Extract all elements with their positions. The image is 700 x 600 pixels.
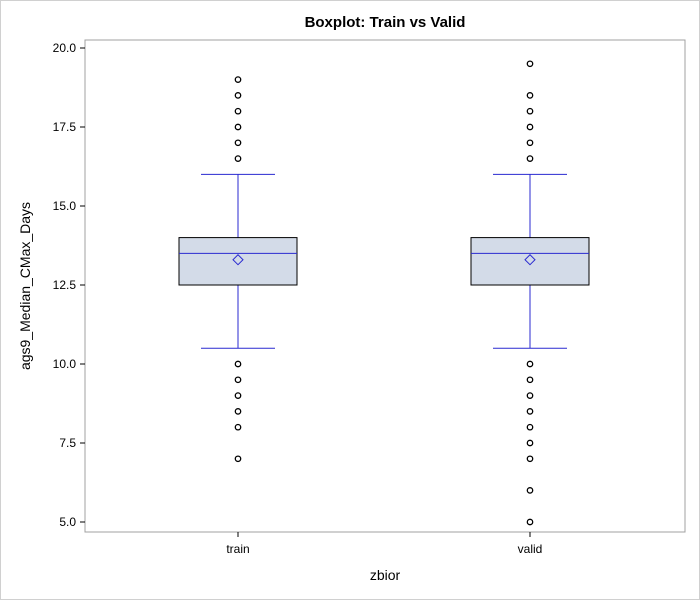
outlier-point [526, 408, 534, 415]
outlier-point [234, 155, 242, 162]
outlier-point [526, 487, 534, 494]
mean-marker [524, 254, 536, 266]
plot-area [84, 39, 686, 533]
y-tick-label: 17.5 [53, 120, 77, 134]
y-tick-label: 10.0 [53, 357, 77, 371]
x-axis-label: zbior [370, 567, 401, 583]
outlier-point [526, 439, 534, 447]
iqr-box [470, 237, 590, 286]
outlier-point [526, 360, 534, 368]
outlier-point [234, 392, 242, 399]
outlier-point [234, 455, 242, 463]
box-train [178, 76, 298, 463]
outlier-point [234, 107, 242, 115]
y-axis-label: ags9_Median_CMax_Days [17, 202, 33, 370]
outlier-point [526, 376, 534, 384]
y-tick-label: 12.5 [53, 278, 77, 292]
outlier-point [526, 123, 534, 131]
outlier-point [526, 107, 534, 115]
outlier-point [234, 139, 242, 147]
outlier-point [234, 408, 242, 415]
y-tick-label: 20.0 [53, 41, 77, 55]
iqr-box [178, 237, 298, 286]
y-axis: 5.0 7.5 10.0 12.5 15.0 17.5 20.0 [53, 41, 85, 529]
outlier-point [234, 360, 242, 368]
mean-marker [232, 254, 244, 266]
outlier-point [234, 376, 242, 384]
x-tick-label: train [226, 542, 249, 556]
y-tick-label: 7.5 [59, 436, 76, 450]
outlier-point [526, 455, 534, 463]
outlier-point [526, 139, 534, 147]
outlier-point [526, 155, 534, 162]
outlier-point [526, 423, 534, 431]
x-axis: train valid [226, 532, 542, 556]
y-tick-label: 15.0 [53, 199, 77, 213]
outlier-point [526, 60, 534, 68]
outlier-point [526, 92, 534, 99]
y-tick-label: 5.0 [59, 515, 76, 529]
chart-title: Boxplot: Train vs Valid [305, 14, 466, 31]
box-valid [470, 60, 590, 526]
x-tick-label: valid [518, 542, 543, 556]
outlier-point [526, 518, 534, 526]
outlier-point [234, 76, 242, 83]
outlier-point [526, 392, 534, 399]
outlier-point [234, 92, 242, 99]
outlier-point [234, 123, 242, 131]
outlier-point [234, 423, 242, 431]
boxes-layer [178, 60, 590, 526]
